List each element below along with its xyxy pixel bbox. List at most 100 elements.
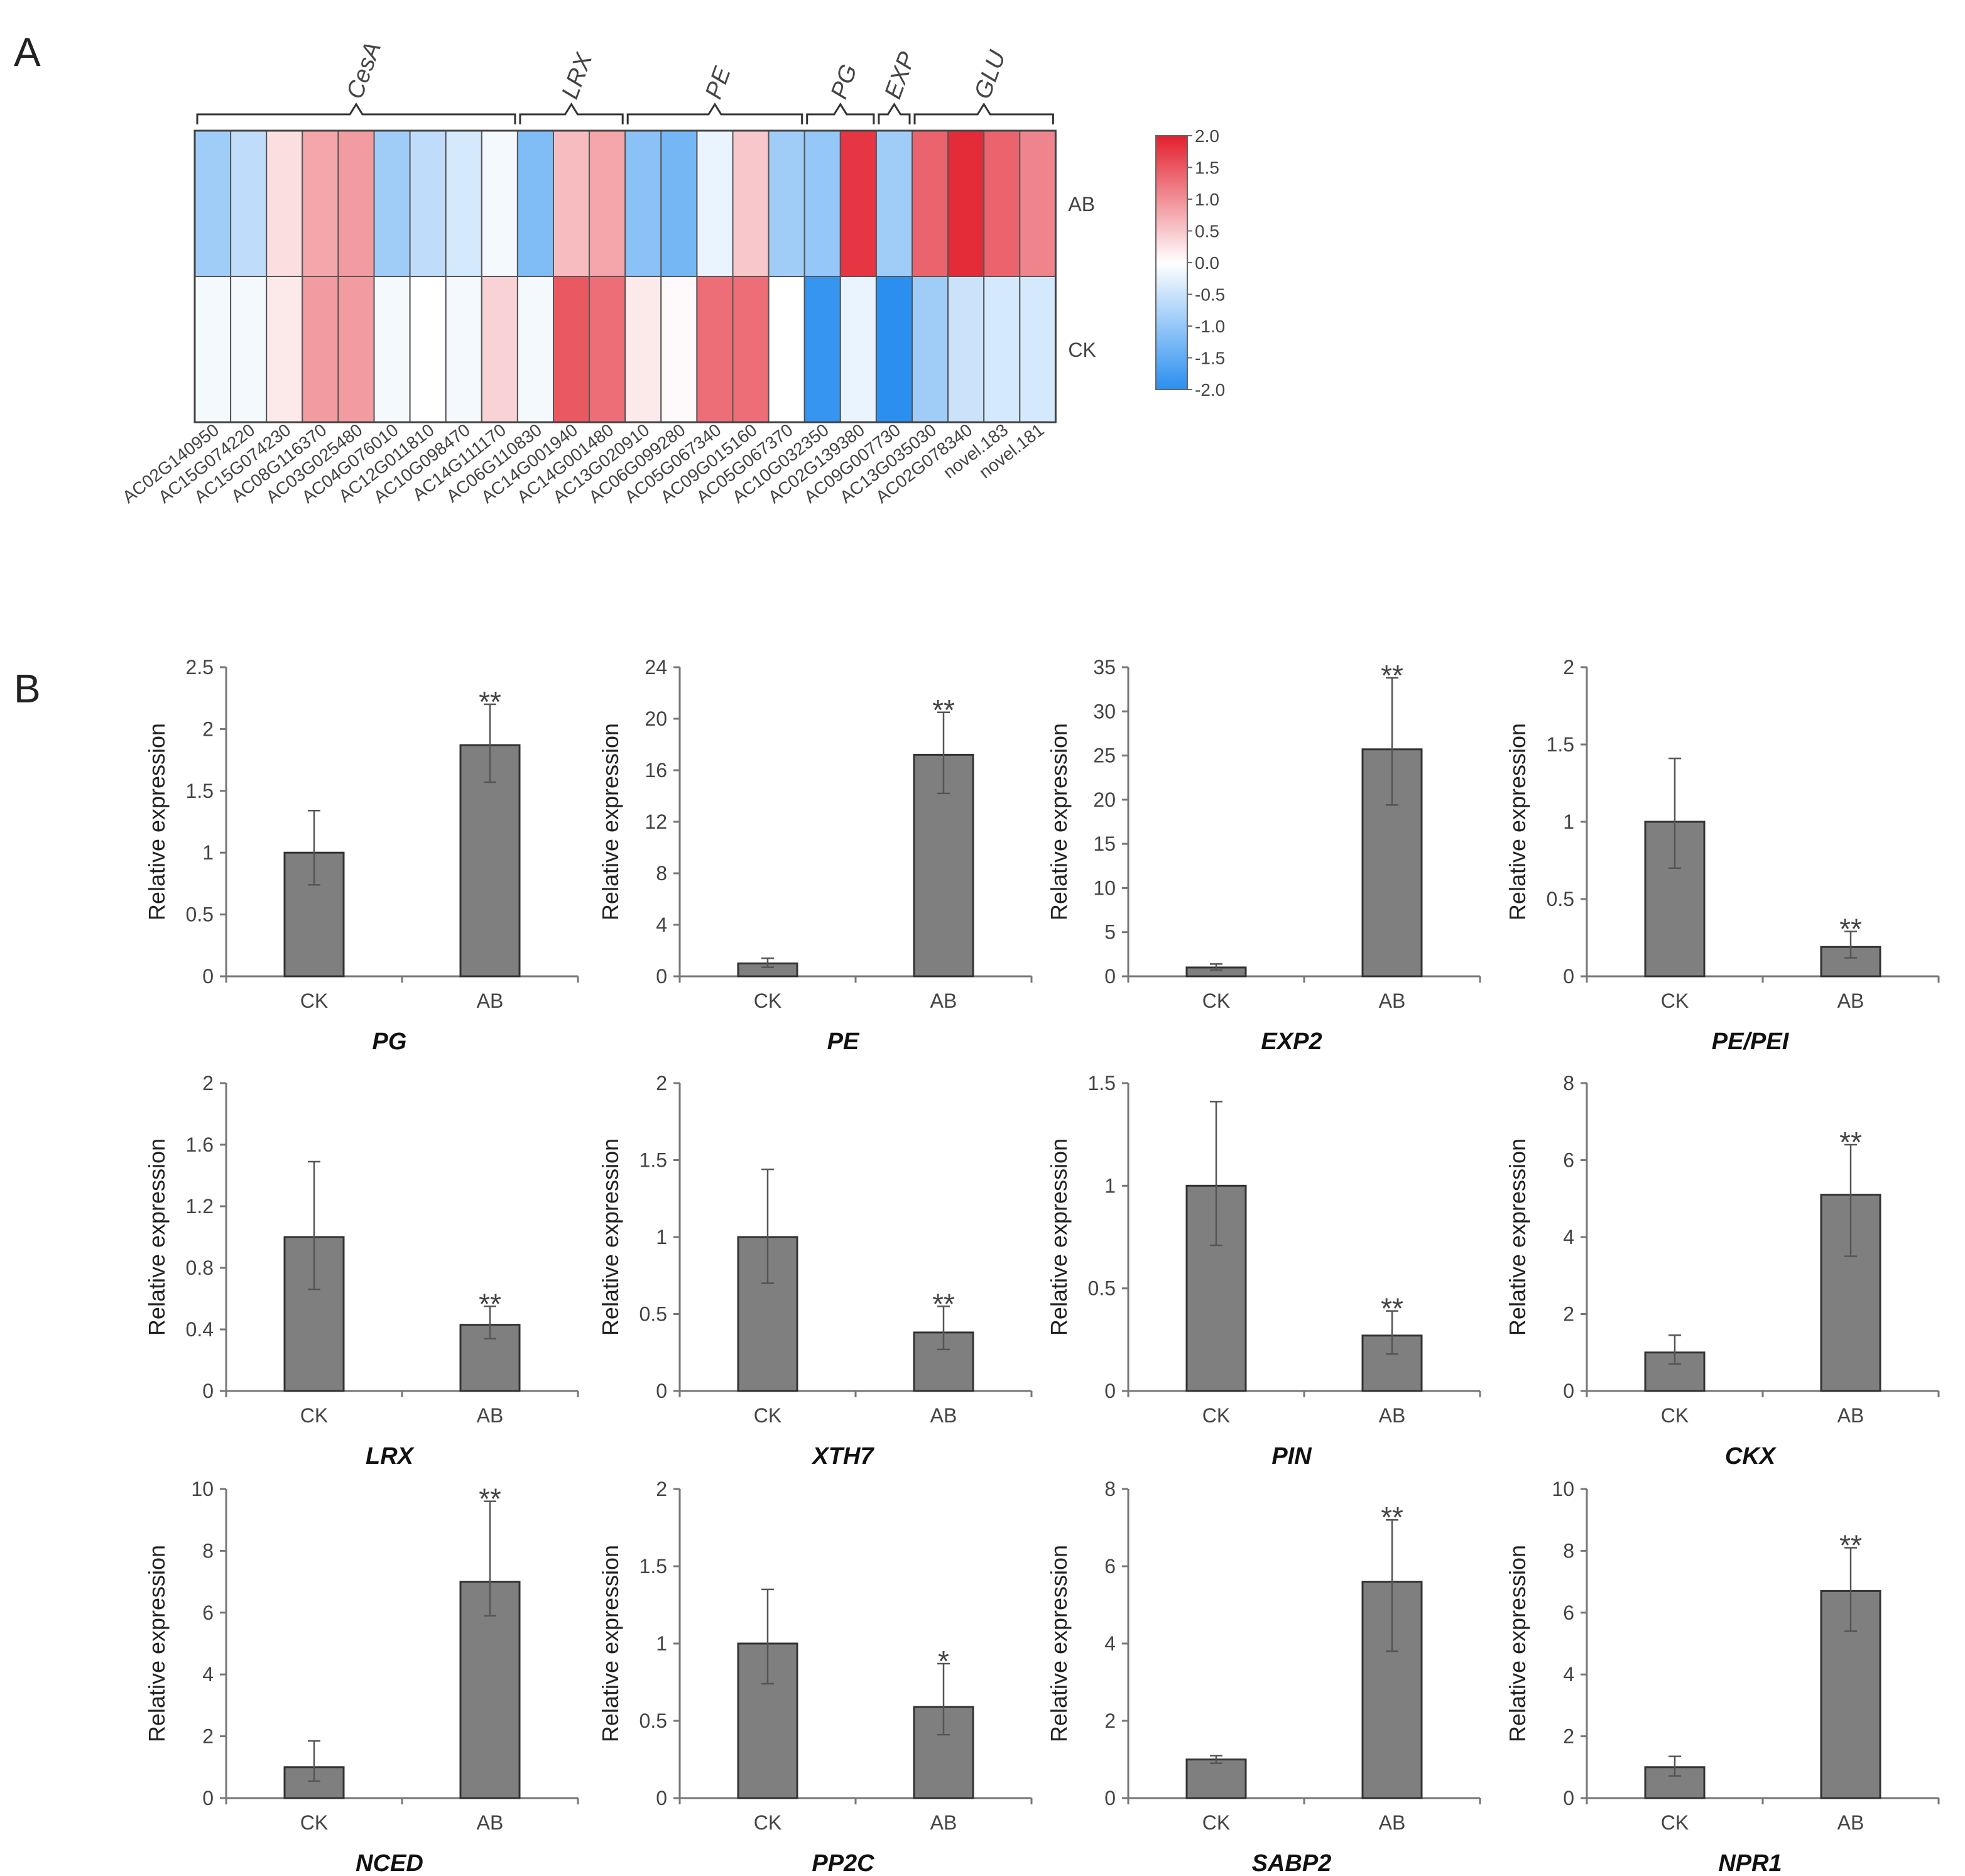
y-tick-label: 12 [645,810,667,833]
heatmap-cell [624,130,662,277]
heatmap-cell [516,130,555,277]
significance-marker: ** [479,1287,501,1320]
y-tick-label: 2 [1563,1725,1574,1748]
group-label-pg: PG [826,61,863,102]
y-tick-label: 20 [645,707,667,730]
bar-chart-npr1: 0 2 4 6 8 10 Relative expression CK ** AB NPR1 [1505,1478,1940,1876]
heatmap-border [193,129,1057,423]
y-tick-label: 24 [645,656,667,679]
group-bracket [196,102,516,124]
heatmap-cell [589,130,626,277]
y-tick-label: 8 [202,1539,214,1562]
y-tick-label: 1.5 [640,1149,667,1172]
y-tick-label: 2 [656,1072,667,1094]
bar-chart-ckx: 0 2 4 6 8 Relative expression CK ** AB CKX [1505,1072,1940,1470]
y-axis-label: Relative expression [144,1545,170,1742]
y-axis-label: Relative expression [144,723,170,920]
y-tick-label: 0.8 [186,1257,214,1279]
bar-chart-pp2c: 0 0.5 1 1.5 2 Relative expression CK * AB PP2C [597,1478,1033,1876]
y-tick-label: 4 [1104,1632,1116,1655]
heatmap-cell [839,276,877,423]
x-category-label: AB [1837,1404,1864,1427]
heatmap-cell [553,276,591,423]
y-tick-label: 25 [1093,744,1116,767]
x-category-label: AB [1379,1811,1406,1834]
gene-title: PE [827,1028,860,1055]
y-tick-label: 30 [1093,700,1116,723]
x-category-label: CK [754,1404,781,1427]
x-category-label: CK [1202,990,1230,1012]
gene-title: LRX [366,1443,415,1470]
y-tick-label: 6 [1104,1555,1116,1578]
y-tick-label: 8 [1563,1072,1574,1094]
y-axis-label: Relative expression [144,1138,170,1336]
colorbar-tick-label: 0.0 [1195,253,1219,273]
y-tick-label: 0 [1563,1787,1574,1809]
heatmap-cell [1019,276,1057,423]
y-tick-label: 2 [1563,1303,1574,1326]
heatmap-cell [768,130,805,277]
significance-marker: * [938,1645,949,1677]
heatmap-cell [983,130,1021,277]
heatmap-cell [194,276,232,423]
x-category-label: CK [1661,1811,1689,1834]
heatmap-cell [875,276,913,423]
heatmap-cell [912,276,949,423]
y-tick-label: 1.5 [186,780,214,802]
bar-chart-sabp2: 0 2 4 6 8 Relative expression CK ** AB SABP2 [1046,1478,1481,1876]
heatmap-cell [1019,130,1057,277]
y-tick-label: 8 [1104,1478,1116,1500]
y-tick-label: 0.4 [186,1318,214,1341]
y-tick-label: 0 [656,965,667,988]
y-tick-label: 1.5 [1088,1072,1116,1094]
y-tick-label: 35 [1093,656,1116,679]
y-tick-label: 4 [1563,1226,1574,1248]
colorbar-tick-label: -1.0 [1195,317,1225,336]
group-label-cesa: CesA [342,38,386,102]
y-axis-label: Relative expression [1505,723,1530,920]
group-bracket [806,102,875,124]
heatmap-cell [373,130,411,277]
heatmap-panel: ABCKAC02G140950AC15G074220AC15G074230AC0… [119,38,1225,506]
heatmap-cell [266,130,303,277]
y-tick-label: 0.5 [640,1710,667,1732]
group-label-glu: GLU [969,47,1011,102]
significance-marker: ** [1381,1292,1403,1325]
heatmap-cell [516,276,555,423]
x-category-label: CK [1202,1404,1230,1427]
y-tick-label: 2 [202,1072,214,1094]
x-category-label: AB [930,1811,957,1834]
colorbar-tick-label: -1.5 [1195,349,1225,368]
significance-marker: ** [1381,659,1403,692]
group-bracket [878,102,911,124]
gene-title: XTH7 [811,1443,874,1470]
significance-marker: ** [932,694,955,726]
y-tick-label: 0 [1104,965,1116,988]
y-tick-label: 1 [656,1226,667,1248]
bar-charts-panel: 0 0.5 1 1.5 2 2.5 Relative expression CK ** AB PG 0… [144,656,1940,1876]
y-tick-label: 1 [202,841,214,864]
heatmap-cell [409,130,447,277]
heatmap-cell [409,276,447,423]
x-category-label: AB [1837,1811,1864,1834]
group-bracket [519,102,624,124]
y-tick-label: 2.5 [186,656,214,679]
heatmap-cell [912,130,949,277]
panel-label-a: A [14,30,41,75]
y-axis-label: Relative expression [1046,1138,1072,1336]
y-tick-label: 0 [656,1787,667,1809]
y-tick-label: 0 [1563,965,1574,988]
y-axis-label: Relative expression [597,723,623,920]
x-category-label: CK [1661,990,1689,1012]
bar-chart-pe-pei: 0 0.5 1 1.5 2 Relative expression CK ** AB PE/PEI [1505,656,1940,1055]
y-tick-label: 0 [202,1380,214,1402]
gene-title: PG [373,1028,407,1055]
significance-marker: ** [1839,1529,1862,1561]
x-category-label: CK [300,1404,328,1427]
gene-title: SABP2 [1252,1850,1332,1876]
bar-chart-xth7: 0 0.5 1 1.5 2 Relative expression CK ** AB XTH7 [597,1072,1033,1470]
x-category-label: AB [1379,1404,1406,1427]
x-category-label: CK [300,1811,328,1834]
x-category-label: AB [1379,990,1406,1012]
y-axis-label: Relative expression [1505,1138,1530,1336]
